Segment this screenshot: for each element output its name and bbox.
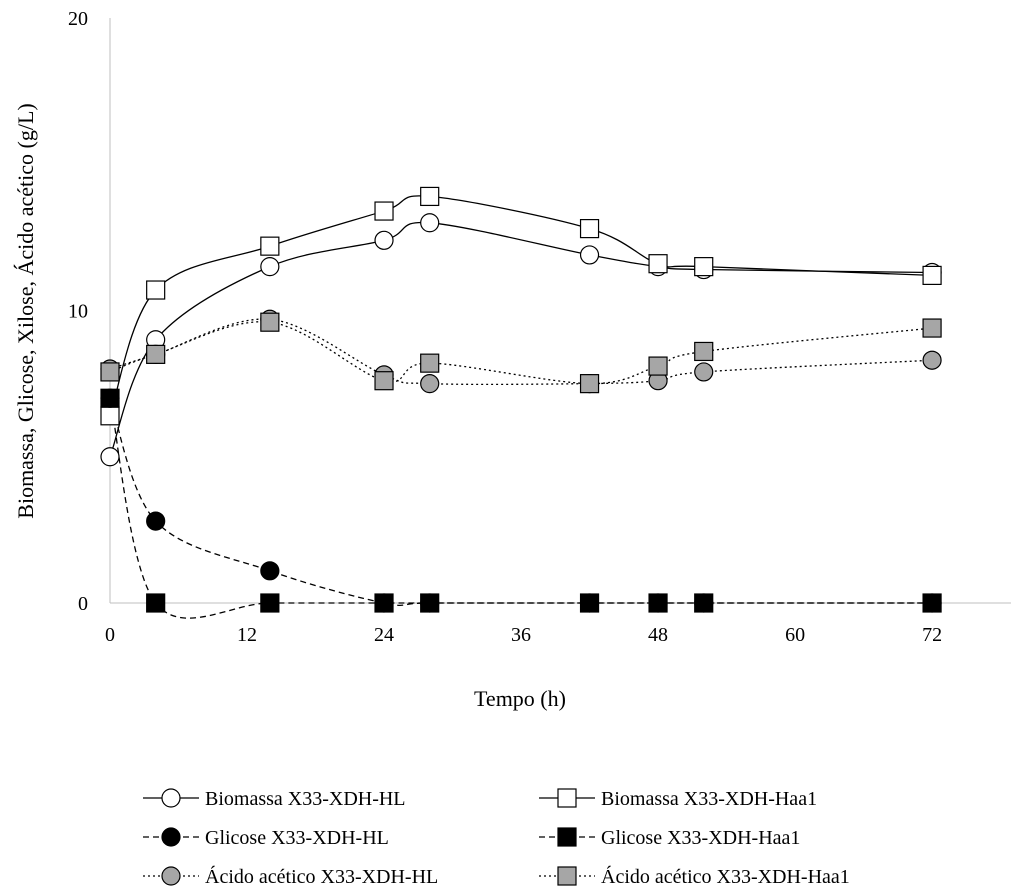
- data-point: [260, 561, 280, 581]
- data-point: [922, 350, 942, 370]
- legend-label: Glicose X33-XDH-Haa1: [601, 827, 800, 849]
- data-point: [420, 374, 440, 394]
- legend-marker: [161, 788, 181, 808]
- data-point: [374, 371, 394, 391]
- data-point: [146, 344, 166, 364]
- legend-item: Glicose X33-XDH-HL: [143, 827, 389, 849]
- data-point: [100, 388, 120, 408]
- data-point: [374, 593, 394, 613]
- data-point: [260, 257, 280, 277]
- data-point: [648, 593, 668, 613]
- series-line-4: [109, 398, 933, 619]
- x-tick-label: 0: [105, 624, 115, 646]
- series-line-3: [109, 398, 933, 607]
- data-point: [100, 447, 120, 467]
- data-point: [260, 236, 280, 256]
- data-point: [579, 593, 600, 613]
- data-point: [922, 593, 942, 613]
- data-point: [420, 353, 440, 373]
- y-axis-title: Biomassa, Glicose, Xilose, Ácido acético…: [13, 103, 38, 518]
- series-markers: [100, 186, 942, 613]
- data-point: [694, 593, 714, 613]
- legend-marker: [557, 788, 577, 808]
- y-tick-label: 10: [68, 301, 88, 323]
- data-point: [420, 213, 440, 233]
- series-line-2: [109, 195, 933, 417]
- data-point: [146, 280, 166, 300]
- y-tick-label: 0: [78, 593, 88, 615]
- axes: [109, 18, 1011, 604]
- legend-label: Biomassa X33-XDH-HL: [205, 788, 406, 810]
- legend-label: Ácido acético X33-XDH-HL: [205, 865, 438, 888]
- legend-item: Biomassa X33-XDH-HL: [143, 788, 406, 810]
- data-point: [420, 186, 440, 207]
- series-line-1: [109, 221, 933, 458]
- legend-marker: [557, 827, 577, 847]
- legend-marker: [161, 827, 181, 847]
- data-point: [260, 312, 280, 332]
- x-tick-label: 12: [237, 624, 257, 646]
- data-point: [648, 254, 668, 274]
- data-point: [374, 230, 394, 250]
- data-point: [922, 265, 942, 285]
- data-point: [579, 374, 600, 394]
- data-point: [694, 341, 714, 362]
- legend-item: Ácido acético X33-XDH-Haa1: [539, 865, 850, 888]
- data-point: [260, 593, 280, 613]
- legend-item: Biomassa X33-XDH-Haa1: [539, 788, 817, 810]
- data-point: [100, 406, 120, 426]
- legend-label: Glicose X33-XDH-HL: [205, 827, 389, 849]
- x-tick-label: 24: [374, 624, 394, 646]
- x-tick-label: 48: [648, 624, 668, 646]
- data-point: [420, 593, 440, 613]
- series-line-6: [109, 321, 933, 385]
- data-point: [694, 362, 714, 382]
- data-point: [694, 257, 714, 277]
- legend: Biomassa X33-XDH-HL Biomassa X33-XDH-Haa1…: [143, 788, 850, 888]
- x-tick-label: 72: [922, 624, 942, 646]
- series-lines: [109, 195, 933, 619]
- x-axis-title: Tempo (h): [474, 686, 566, 711]
- x-tick-label: 60: [785, 624, 805, 646]
- y-tick-label: 20: [68, 8, 88, 30]
- legend-marker: [161, 866, 181, 886]
- data-point: [374, 201, 394, 221]
- data-point: [146, 511, 166, 531]
- y-tick-labels: 0 10 20: [68, 8, 88, 615]
- data-point: [579, 219, 600, 239]
- series-line-5: [109, 318, 933, 386]
- legend-item: Glicose X33-XDH-Haa1: [539, 827, 800, 849]
- x-tick-label: 36: [511, 624, 531, 646]
- legend-label: Ácido acético X33-XDH-Haa1: [601, 865, 850, 888]
- data-point: [648, 356, 668, 376]
- legend-label: Biomassa X33-XDH-Haa1: [601, 788, 817, 810]
- data-point: [100, 362, 120, 382]
- data-point: [922, 318, 942, 338]
- x-tick-labels: 0 12 24 36 48 60 72: [105, 624, 942, 646]
- legend-item: Ácido acético X33-XDH-HL: [143, 865, 438, 888]
- legend-marker: [557, 866, 577, 886]
- data-point: [146, 593, 166, 613]
- data-point: [579, 245, 600, 265]
